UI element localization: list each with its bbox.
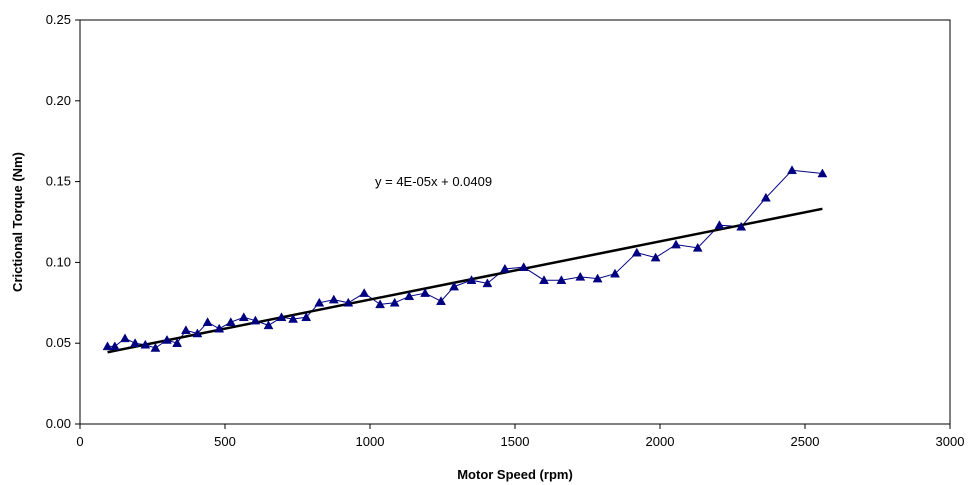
- data-point: [288, 313, 299, 323]
- data-point: [301, 312, 312, 322]
- data-point: [343, 297, 354, 307]
- data-point: [404, 291, 415, 301]
- data-point: [276, 312, 287, 322]
- data-point: [359, 288, 370, 297]
- data-point: [556, 275, 567, 284]
- x-axis-title: Motor Speed (rpm): [457, 467, 573, 482]
- data-point: [466, 275, 477, 284]
- data-point: [102, 341, 113, 351]
- data-point: [314, 297, 325, 307]
- y-tick-label: 0.20: [46, 93, 71, 108]
- trendline-equation: y = 4E-05x + 0.0409: [375, 174, 492, 189]
- data-point: [162, 334, 172, 344]
- data-point: [436, 296, 446, 305]
- series-layer: [102, 165, 828, 354]
- series-line: [107, 169, 823, 349]
- data-point: [592, 273, 603, 283]
- data-point: [631, 247, 642, 257]
- x-tick-label: 1500: [501, 434, 530, 449]
- data-point: [787, 165, 797, 175]
- data-point: [120, 333, 130, 343]
- data-point: [130, 338, 141, 347]
- data-point: [692, 242, 703, 252]
- y-tick-label: 0.25: [46, 12, 71, 27]
- data-point: [150, 342, 161, 352]
- data-point: [499, 263, 510, 273]
- data-point: [539, 275, 549, 284]
- data-point: [172, 338, 183, 347]
- data-point: [202, 317, 213, 326]
- data-point: [109, 341, 120, 351]
- data-point: [375, 299, 386, 309]
- data-point: [817, 168, 828, 178]
- data-point: [214, 323, 225, 333]
- x-tick-label: 1000: [356, 434, 385, 449]
- plot-area: [79, 19, 951, 425]
- data-point: [328, 294, 339, 304]
- y-tick-label: 0.10: [46, 254, 71, 269]
- x-tick-label: 3000: [936, 434, 965, 449]
- y-tick-label: 0.15: [46, 174, 71, 189]
- x-tick-label: 2000: [646, 434, 675, 449]
- data-point: [714, 220, 725, 229]
- data-point: [449, 281, 460, 291]
- data-point: [250, 315, 261, 325]
- y-axis-title: Crictional Torque (Nm): [10, 152, 25, 292]
- data-point: [575, 271, 586, 281]
- y-axis-ticks: 0.00 0.05 0.10 0.15 0.20 0.25: [46, 12, 80, 431]
- data-point: [238, 312, 249, 322]
- data-point: [389, 297, 400, 307]
- data-point: [671, 239, 681, 249]
- data-point: [760, 192, 771, 202]
- data-point: [192, 328, 203, 338]
- data-point: [180, 325, 191, 335]
- x-tick-label: 2500: [791, 434, 820, 449]
- data-point: [420, 288, 431, 297]
- x-axis-ticks: 0 500 1000 1500 2000 2500 3000: [76, 424, 964, 449]
- data-point: [650, 252, 661, 262]
- data-point: [225, 317, 236, 326]
- data-point: [736, 221, 747, 231]
- x-tick-label: 0: [76, 434, 83, 449]
- data-point: [610, 268, 620, 278]
- data-point: [140, 339, 151, 349]
- data-point: [263, 320, 274, 330]
- y-tick-label: 0.05: [46, 335, 71, 350]
- y-tick-label: 0.00: [46, 416, 71, 431]
- data-point: [518, 262, 529, 271]
- data-point: [482, 278, 493, 288]
- x-tick-label: 500: [214, 434, 236, 449]
- trendline: [107, 207, 823, 354]
